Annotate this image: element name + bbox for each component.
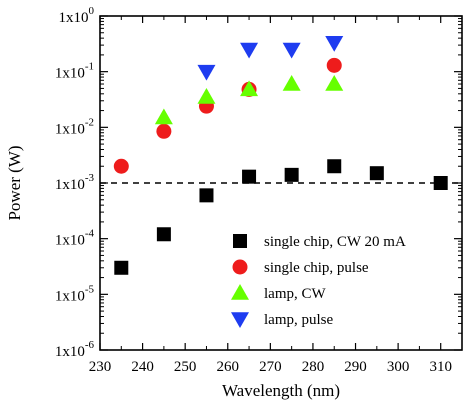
legend-label: lamp, pulse	[264, 312, 333, 328]
data-point-circle	[156, 123, 172, 139]
y-tick-label: 1x10-3	[55, 172, 95, 193]
data-point-triangle-down	[240, 42, 259, 59]
x-tick-label: 280	[302, 359, 325, 375]
data-point-triangle-down	[197, 64, 216, 81]
data-point-square	[242, 169, 257, 184]
y-tick-label: 1x10-4	[55, 228, 95, 249]
y-tick-label: 1x100	[59, 5, 95, 26]
data-point-circle	[326, 57, 342, 73]
data-point-square	[327, 159, 342, 174]
legend-label: lamp, CW	[264, 286, 326, 302]
x-tick-label: 260	[217, 359, 240, 375]
y-tick-label: 1x10-6	[55, 339, 95, 360]
x-axis-title: Wavelength (nm)	[222, 381, 340, 400]
legend: single chip, CW 20 mA single chip, pulse l…	[231, 234, 406, 328]
data-point-circle	[113, 158, 129, 174]
data-points-layer	[113, 36, 448, 275]
x-tick-label: 310	[429, 359, 452, 375]
data-point-triangle-up	[154, 108, 173, 125]
legend-item: single chip, CW 20 mA	[233, 234, 406, 250]
legend-marker-circle	[232, 259, 248, 275]
data-point-square	[369, 166, 384, 181]
data-point-square	[114, 260, 129, 275]
y-tick-label: 1x10-2	[55, 116, 94, 137]
legend-item: single chip, pulse	[232, 259, 369, 276]
data-point-triangle-up	[282, 75, 301, 91]
y-axis-title: Power (W)	[5, 145, 24, 220]
data-point-triangle-up	[197, 88, 216, 104]
data-point-square	[284, 167, 299, 182]
data-point-square	[156, 227, 171, 242]
data-point-square	[199, 188, 214, 203]
series-lamp-pulse	[197, 36, 344, 81]
data-point-triangle-up	[240, 80, 259, 97]
x-tick-label: 290	[344, 359, 367, 375]
data-point-square	[433, 176, 448, 190]
legend-marker-triangle-up	[231, 284, 249, 300]
series-single-chip-cw-20-ma	[114, 159, 448, 275]
x-tick-label: 250	[174, 359, 197, 375]
ticks-layer	[99, 15, 462, 351]
legend-marker-triangle-down	[231, 312, 249, 328]
y-tick-label: 1x10-1	[55, 61, 94, 82]
x-tick-label: 240	[131, 359, 154, 375]
legend-label: single chip, CW 20 mA	[264, 234, 406, 250]
x-tick-label: 300	[387, 359, 410, 375]
x-tick-label: 270	[259, 359, 282, 375]
legend-item: lamp, pulse	[231, 312, 333, 328]
data-point-triangle-up	[325, 75, 344, 91]
tick-labels-layer: 230 240 250 260 270 280 290 300 310 1x100 1x10-1 1x…	[55, 5, 452, 375]
series-single-chip-pulse	[113, 57, 342, 174]
legend-marker-square	[233, 234, 247, 248]
x-tick-label: 230	[89, 359, 112, 375]
legend-item: lamp, CW	[231, 284, 326, 302]
y-tick-label: 1x10-5	[55, 283, 95, 304]
series-lamp-cw	[154, 75, 344, 125]
data-point-triangle-down	[325, 36, 344, 52]
data-point-triangle-down	[282, 42, 301, 59]
legend-label: single chip, pulse	[264, 260, 369, 276]
